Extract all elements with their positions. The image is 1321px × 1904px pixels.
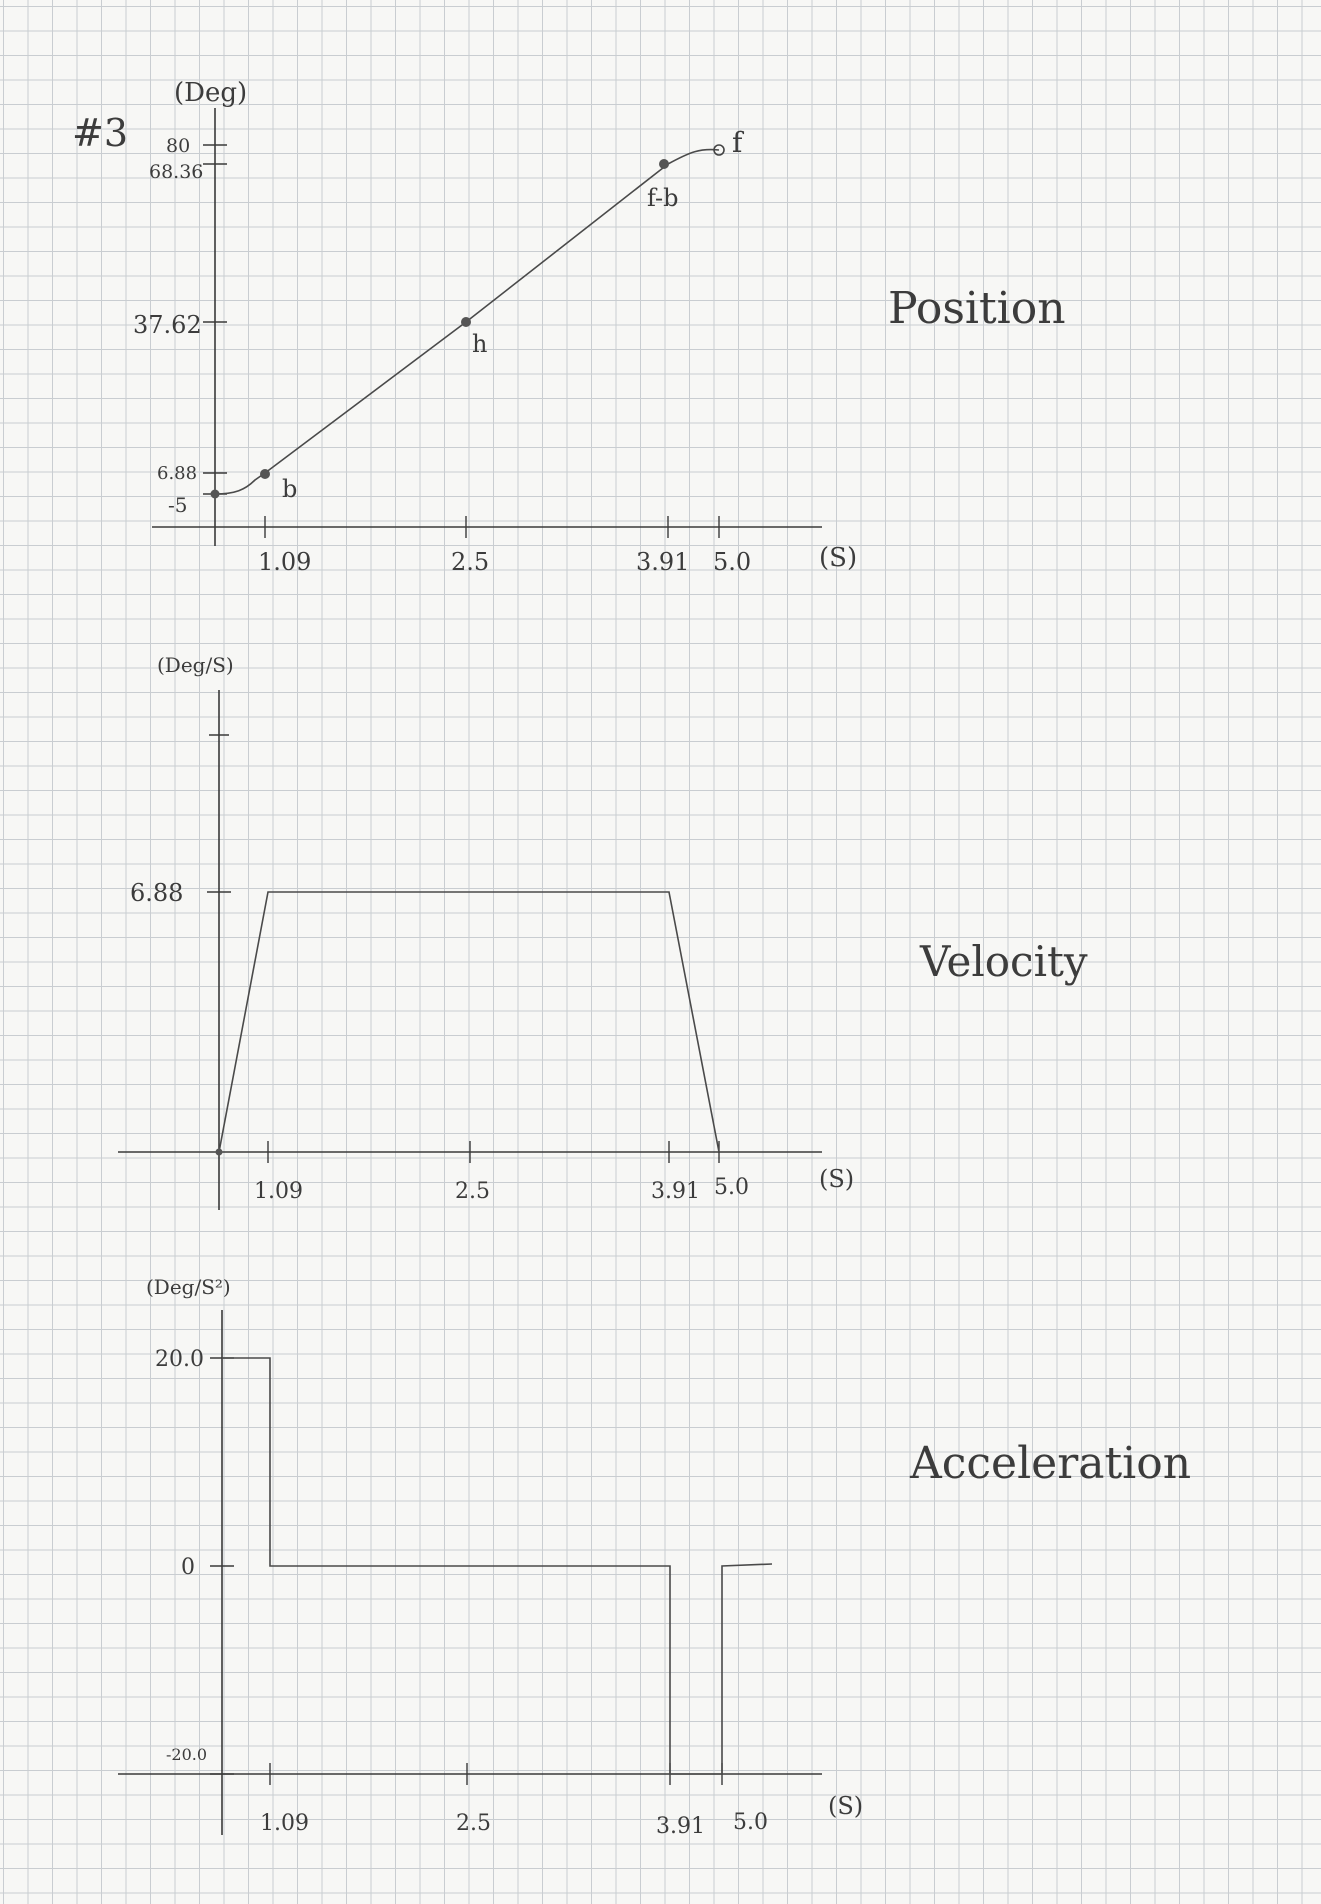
position-point-label-b: b bbox=[282, 475, 297, 503]
velocity-y-tick-label-6.88: 6.88 bbox=[130, 879, 183, 907]
velocity-x-tick-label-3.91: 3.91 bbox=[651, 1179, 700, 1204]
acceleration-x-ticks: 1.09 2.5 3.91 5.0 bbox=[260, 1763, 768, 1839]
acceleration-chart: Acceleration (Deg/S²) (S) 20.0 0 -20.0 1… bbox=[118, 1275, 1191, 1839]
acceleration-y-tick-label-0: 0 bbox=[181, 1555, 195, 1580]
velocity-x-ticks: 1.09 2.5 3.91 5.0 bbox=[254, 1141, 749, 1204]
velocity-series-line bbox=[218, 891, 720, 1153]
position-point-label-f-b: f-b bbox=[647, 184, 679, 212]
position-x-tick-label-3.91: 3.91 bbox=[636, 548, 689, 576]
position-series-line bbox=[214, 148, 720, 495]
acceleration-y-axis-label: (Deg/S²) bbox=[146, 1275, 231, 1299]
velocity-x-axis-label: (S) bbox=[819, 1165, 854, 1193]
velocity-point-start bbox=[215, 1148, 223, 1156]
acceleration-x-tick-label-5.0: 5.0 bbox=[733, 1810, 768, 1835]
position-x-axis-label: (S) bbox=[819, 543, 857, 573]
position-x-tick-label-5.0: 5.0 bbox=[713, 548, 751, 576]
velocity-title: Velocity bbox=[919, 937, 1088, 986]
velocity-y-ticks: 6.88 bbox=[130, 734, 231, 907]
position-y-tick-label-6.88: 6.88 bbox=[157, 463, 197, 484]
position-x-ticks: 1.09 2.5 3.91 5.0 bbox=[258, 516, 751, 576]
position-point-label-f: f bbox=[732, 126, 745, 159]
velocity-chart: Velocity (Deg/S) (S) 6.88 1.09 2.5 3.91 … bbox=[118, 653, 1088, 1210]
position-title: Position bbox=[888, 283, 1066, 334]
velocity-x-tick-label-2.5: 2.5 bbox=[455, 1179, 490, 1204]
problem-label: #3 bbox=[72, 111, 128, 155]
velocity-x-tick-label-5.0: 5.0 bbox=[714, 1175, 749, 1200]
position-x-tick-label-2.5: 2.5 bbox=[451, 548, 489, 576]
position-y-ticks: 80 68.36 37.62 6.88 -5 bbox=[133, 135, 227, 517]
position-x-tick-label-1.09: 1.09 bbox=[258, 548, 311, 576]
acceleration-x-tick-label-2.5: 2.5 bbox=[456, 1811, 491, 1836]
acceleration-y-ticks: 20.0 0 -20.0 bbox=[155, 1347, 234, 1775]
position-markers: b h f-b f bbox=[210, 126, 745, 503]
position-point-b bbox=[260, 469, 270, 479]
acceleration-title: Acceleration bbox=[909, 1438, 1191, 1489]
acceleration-y-tick-label-minus20: -20.0 bbox=[166, 1745, 207, 1764]
position-point-f bbox=[713, 144, 725, 156]
position-point-f-b bbox=[659, 159, 669, 169]
acceleration-x-tick-label-1.09: 1.09 bbox=[260, 1811, 309, 1836]
position-chart: Position (Deg) (S) 80 68.36 37.62 6.88 -… bbox=[133, 78, 1066, 576]
position-point-label-h: h bbox=[472, 330, 487, 358]
acceleration-x-tick-label-3.91: 3.91 bbox=[656, 1814, 705, 1839]
acceleration-series-line bbox=[222, 1357, 773, 1775]
acceleration-y-tick-label-20: 20.0 bbox=[155, 1347, 204, 1372]
velocity-y-axis-label: (Deg/S) bbox=[157, 653, 234, 677]
position-y-tick-label-37.62: 37.62 bbox=[133, 311, 202, 339]
velocity-x-tick-label-1.09: 1.09 bbox=[254, 1179, 303, 1204]
acceleration-x-axis-label: (S) bbox=[828, 1792, 863, 1820]
position-y-tick-label-68.36: 68.36 bbox=[149, 161, 203, 183]
position-y-axis-label: (Deg) bbox=[174, 78, 247, 108]
position-point-h bbox=[461, 317, 471, 327]
position-y-tick-label-80: 80 bbox=[166, 135, 190, 157]
position-y-tick-label-minus5: -5 bbox=[168, 493, 187, 517]
position-point-start bbox=[210, 489, 220, 499]
